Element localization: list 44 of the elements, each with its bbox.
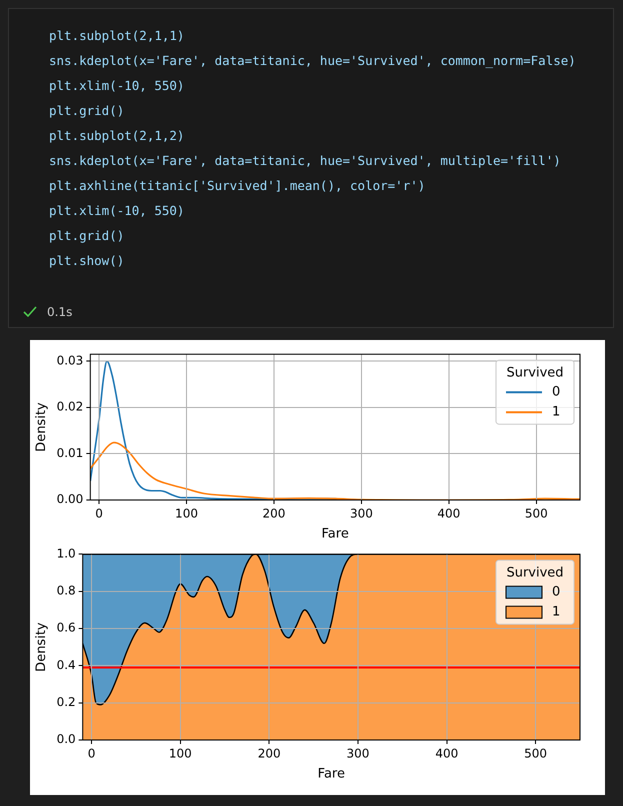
y-tick-label: 0.8 bbox=[56, 583, 76, 598]
text: plt.subplot(2,1,2) bbox=[49, 127, 186, 145]
x-axis-title: Fare bbox=[322, 526, 349, 542]
x-tick-label: 400 bbox=[435, 746, 458, 760]
y-tick-label: 0.00 bbox=[56, 492, 84, 506]
legend-label: 0 bbox=[552, 384, 560, 400]
y-tick-label: 1.0 bbox=[56, 546, 76, 560]
text: plt.subplot(2,1,1) bbox=[49, 27, 186, 45]
legend-title: Survived bbox=[506, 366, 564, 381]
y-tick-label: 0.02 bbox=[56, 400, 84, 414]
legend-label: 1 bbox=[552, 604, 560, 620]
x-tick-label: 0 bbox=[95, 506, 103, 520]
text: plt.show() bbox=[49, 252, 126, 270]
text: sns.kdeplot(x='Fare', data=titanic, hue='Survived', multiple='fill') bbox=[49, 152, 562, 170]
y-axis-title: Density bbox=[34, 402, 50, 452]
x-tick-label: 300 bbox=[346, 746, 370, 760]
text: plt.xlim(-10, 550) bbox=[49, 77, 186, 95]
x-tick-label: 0 bbox=[88, 746, 96, 760]
legend-title: Survived bbox=[506, 566, 564, 581]
y-tick-label: 0.4 bbox=[56, 658, 76, 672]
legend-label: 1 bbox=[552, 404, 560, 420]
y-tick-label: 0.2 bbox=[56, 694, 76, 709]
legend-label: 0 bbox=[552, 584, 560, 600]
y-tick-label: 0.6 bbox=[56, 620, 76, 635]
x-tick-label: 400 bbox=[437, 506, 460, 520]
text: plt.grid() bbox=[49, 227, 126, 245]
line-series bbox=[90, 442, 580, 500]
x-tick-label: 100 bbox=[168, 746, 192, 760]
x-tick-label: 300 bbox=[350, 506, 373, 520]
text: plt.xlim(-10, 550) bbox=[49, 202, 186, 220]
x-tick-label: 200 bbox=[258, 746, 281, 760]
x-axis-title: Fare bbox=[318, 766, 345, 782]
y-axis-title: Density bbox=[34, 622, 50, 672]
y-tick-label: 0.0 bbox=[56, 732, 76, 746]
text: plt.axhline(titanic['Survived'].mean(), color='r') bbox=[49, 177, 426, 195]
y-tick-label: 0.03 bbox=[56, 353, 84, 368]
x-tick-label: 500 bbox=[524, 746, 548, 760]
x-tick-label: 200 bbox=[262, 506, 286, 520]
text: sns.kdeplot(x='Fare', data=titanic, hue='Survived', common_norm=False) bbox=[49, 52, 577, 70]
x-tick-label: 500 bbox=[524, 506, 548, 520]
text: plt.grid() bbox=[49, 102, 126, 120]
x-tick-label: 100 bbox=[175, 506, 198, 520]
text: 0.1s bbox=[47, 305, 72, 319]
y-tick-label: 0.01 bbox=[56, 446, 84, 460]
